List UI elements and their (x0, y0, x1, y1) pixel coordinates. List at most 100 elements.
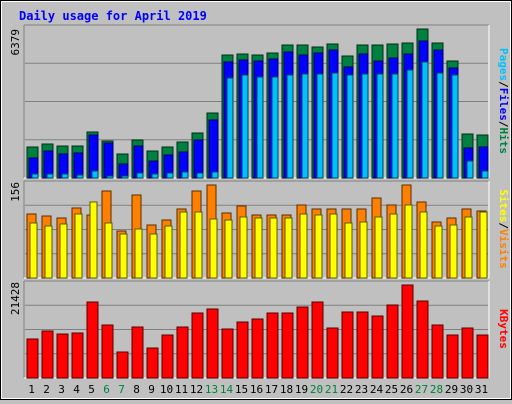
bar-kbytes-day-7 (116, 351, 129, 379)
bar-sites-day-11 (179, 211, 188, 279)
ymax-label-kbytes: 21428 (9, 282, 22, 315)
bar-kbytes-day-28 (431, 324, 444, 379)
x-label-day-24: 24 (370, 383, 384, 396)
x-label-day-11: 11 (175, 383, 188, 396)
x-label-day-5: 5 (88, 383, 95, 396)
bar-sites-day-18 (284, 217, 293, 279)
bar-pages-day-27 (421, 61, 429, 179)
bar-pages-day-28 (436, 72, 444, 179)
bar-pages-day-13 (211, 171, 219, 179)
bar-pages-day-29 (451, 74, 459, 179)
legend-pages-files-hits: Pages/Files/Hits (497, 48, 510, 154)
bar-sites-day-22 (344, 222, 353, 279)
bar-sites-day-6 (104, 222, 113, 279)
bar-sites-day-4 (74, 213, 83, 279)
bar-files-day-6 (103, 142, 114, 179)
bar-kbytes-day-23 (356, 311, 369, 379)
bar-sites-day-29 (449, 224, 458, 279)
bar-pages-day-8 (136, 172, 144, 179)
bars-kbytes (26, 284, 489, 379)
bar-sites-day-8 (134, 228, 143, 279)
bar-pages-day-5 (91, 170, 99, 179)
bar-sites-day-9 (149, 233, 158, 279)
bar-sites-day-12 (194, 211, 203, 279)
ymax-label-hits: 6379 (9, 29, 22, 56)
bars-pages-files-hits (26, 28, 489, 179)
bar-kbytes-day-14 (221, 328, 234, 379)
x-label-day-29: 29 (445, 383, 458, 396)
bar-sites-day-23 (359, 221, 368, 279)
bar-sites-day-2 (44, 225, 53, 279)
x-label-day-13: 13 (205, 383, 218, 396)
bar-pages-day-17 (271, 76, 279, 179)
x-label-day-2: 2 (43, 383, 50, 396)
x-label-day-12: 12 (190, 383, 203, 396)
bar-kbytes-day-11 (176, 326, 189, 379)
bar-pages-day-4 (76, 174, 84, 179)
bar-sites-day-5 (89, 201, 98, 279)
bar-sites-day-7 (119, 233, 128, 279)
bar-kbytes-day-6 (101, 324, 114, 379)
legend-separator: / (497, 121, 510, 128)
legend-hits: Hits (497, 128, 510, 155)
bar-kbytes-day-22 (341, 311, 354, 379)
bar-kbytes-day-19 (296, 306, 309, 379)
chart-title: Daily usage for April 2019 (19, 9, 207, 23)
bar-kbytes-day-18 (281, 312, 294, 379)
bar-kbytes-day-17 (266, 312, 279, 379)
bar-files-day-4 (73, 152, 84, 179)
bar-sites-day-1 (29, 222, 38, 279)
bar-pages-day-14 (226, 77, 234, 179)
bar-sites-day-31 (479, 211, 488, 279)
bar-kbytes-day-31 (476, 334, 489, 379)
x-label-day-14: 14 (220, 383, 234, 396)
bar-pages-day-1 (31, 173, 39, 179)
bar-sites-day-15 (239, 216, 248, 279)
bar-pages-day-3 (61, 173, 69, 179)
bar-sites-day-28 (434, 225, 443, 279)
bar-pages-day-19 (301, 73, 309, 179)
x-label-day-23: 23 (355, 383, 368, 396)
x-label-day-26: 26 (400, 383, 413, 396)
bar-pages-day-22 (346, 74, 354, 179)
bar-sites-day-14 (224, 219, 233, 279)
bar-pages-day-20 (316, 73, 324, 179)
bar-pages-day-10 (166, 172, 174, 179)
bar-sites-day-30 (464, 216, 473, 279)
bar-pages-day-24 (376, 73, 384, 179)
x-label-day-9: 9 (148, 383, 155, 396)
x-label-day-4: 4 (73, 383, 80, 396)
bar-sites-day-19 (299, 213, 308, 279)
bar-sites-day-17 (269, 217, 278, 279)
x-label-day-20: 20 (310, 383, 323, 396)
bar-sites-day-25 (389, 213, 398, 279)
x-label-day-15: 15 (235, 383, 248, 396)
bar-sites-day-16 (254, 217, 263, 279)
legend-label: KBytes (497, 309, 510, 349)
bar-sites-day-26 (404, 204, 413, 279)
legend-files: Files (497, 88, 510, 121)
x-label-day-17: 17 (265, 383, 278, 396)
bar-kbytes-day-15 (236, 321, 249, 379)
x-label-day-28: 28 (430, 383, 443, 396)
bar-kbytes-day-8 (131, 326, 144, 379)
x-label-day-16: 16 (250, 383, 263, 396)
x-label-day-27: 27 (415, 383, 428, 396)
bar-kbytes-day-1 (26, 338, 39, 379)
x-label-day-21: 21 (325, 383, 338, 396)
x-label-day-22: 22 (340, 383, 353, 396)
bar-pages-day-26 (406, 69, 414, 179)
bar-pages-day-15 (241, 74, 249, 179)
bar-files-day-13 (208, 119, 219, 179)
bar-kbytes-day-5 (86, 301, 99, 379)
bar-pages-day-12 (196, 172, 204, 179)
bar-kbytes-day-24 (371, 315, 384, 379)
bar-kbytes-day-27 (416, 300, 429, 379)
bar-kbytes-day-3 (56, 333, 69, 379)
x-label-day-25: 25 (385, 383, 398, 396)
bar-kbytes-day-26 (401, 284, 414, 379)
bar-sites-day-13 (209, 218, 218, 279)
